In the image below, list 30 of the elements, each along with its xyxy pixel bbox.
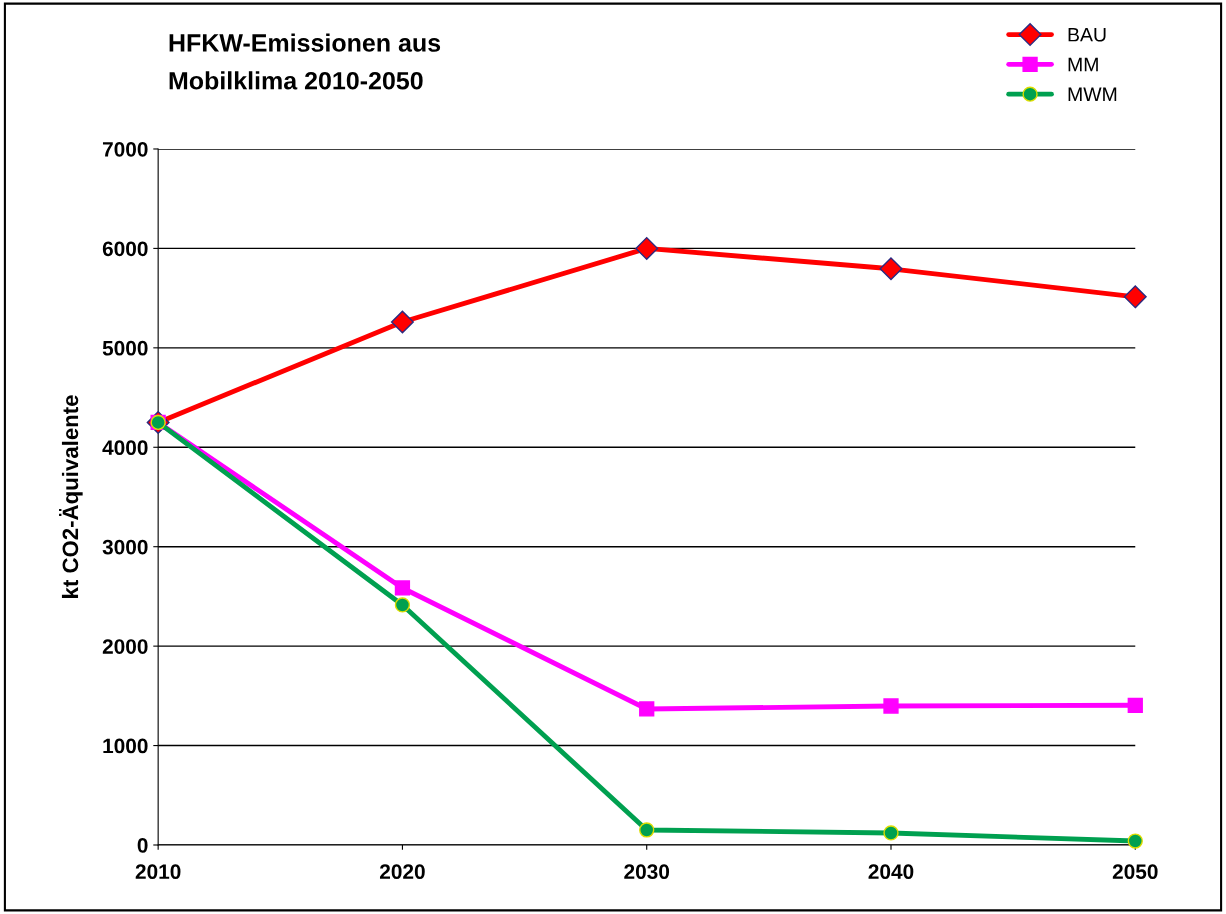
point [1123, 285, 1147, 309]
point [394, 580, 411, 596]
chart-title: HFKW-Emissionen aus Mobilklima 2010-2050 [169, 33, 441, 90]
point [639, 822, 655, 838]
point [394, 597, 411, 613]
y-tick-label: 4000 [102, 440, 148, 456]
point [390, 310, 414, 334]
y-tick-label: 2000 [102, 639, 148, 654]
legend-label: MWM [1068, 87, 1117, 101]
x-tick-label: 2050 [1112, 864, 1158, 880]
point [639, 701, 655, 717]
y-tick-label: 7000 [102, 141, 148, 157]
legend-label: MM [1068, 57, 1098, 72]
point [879, 257, 903, 281]
legend-label: BAU [1068, 27, 1106, 42]
y-tick-label: 3000 [102, 539, 148, 555]
y-tick-label: 1000 [103, 738, 148, 754]
x-tick-label: 2030 [624, 864, 670, 880]
y-tick-label: 0 [137, 837, 148, 853]
point [883, 825, 899, 841]
x-tick-label: 2020 [379, 864, 425, 880]
y-axis-title: kt CO2-Äquivalente [59, 395, 83, 598]
x-tick-label: 2040 [868, 864, 914, 880]
y-tick-label: 6000 [102, 241, 148, 257]
point [635, 236, 659, 260]
point [1127, 833, 1143, 849]
x-tick-label: 2010 [135, 864, 181, 880]
point [1127, 697, 1143, 713]
y-tick-label: 5000 [102, 340, 148, 356]
point [883, 698, 899, 714]
